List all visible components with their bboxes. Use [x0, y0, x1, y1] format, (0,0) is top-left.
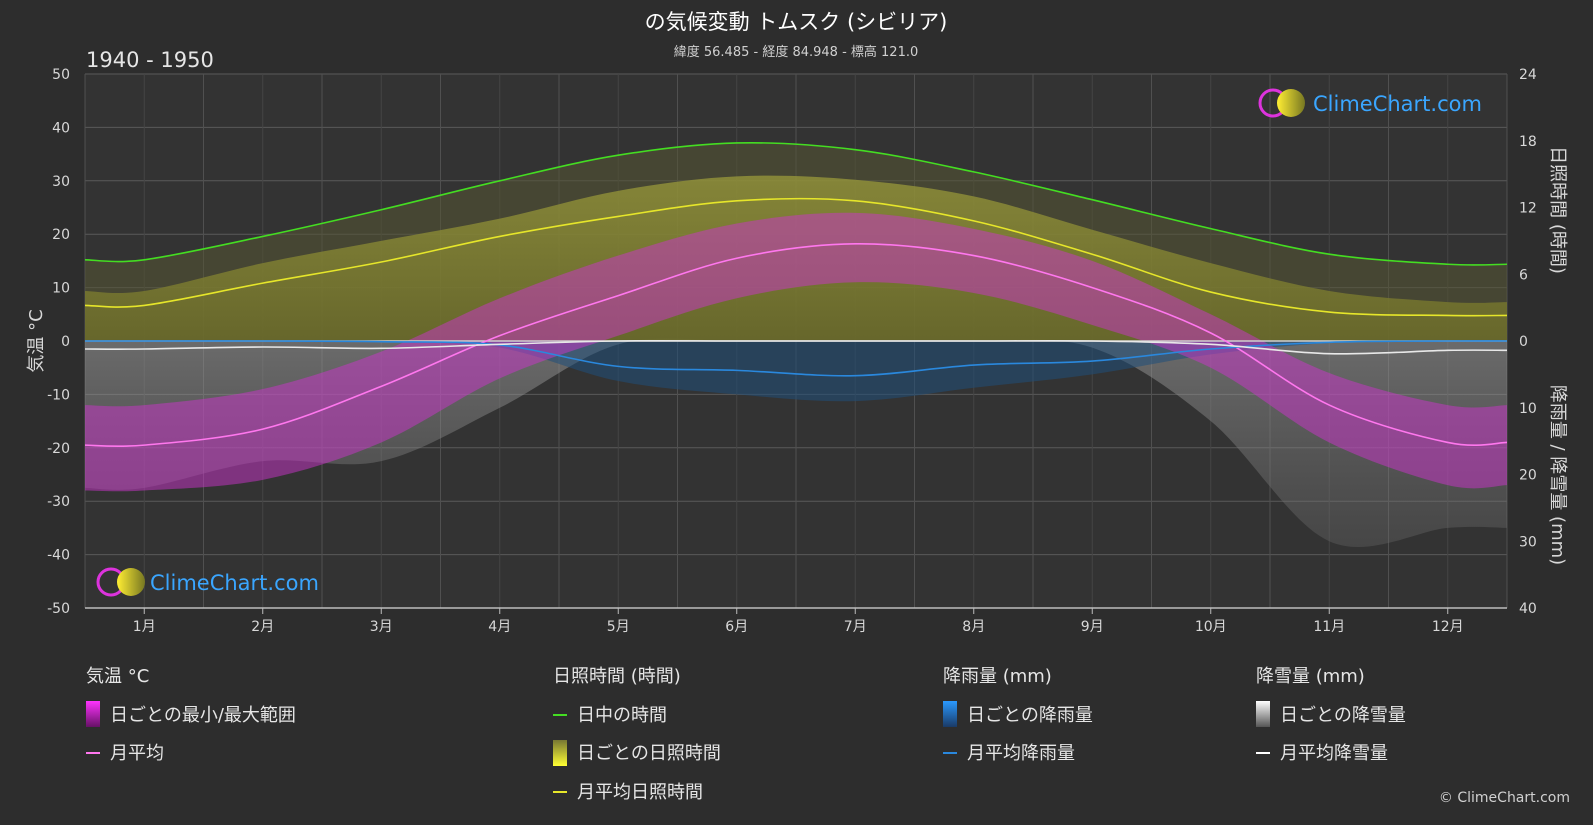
axis-title-sunshine: 日照時間 (時間) [1547, 146, 1568, 274]
tick-label-month: 11月 [1313, 619, 1345, 635]
tick-label-month: 8月 [962, 619, 985, 635]
tick-label-precip: 20 [1519, 468, 1537, 484]
tick-label-month: 10月 [1195, 619, 1227, 635]
snow-avg-line [85, 339, 1507, 355]
legend-heading-temperature: 気温 °C [86, 666, 149, 687]
brand-text-top: ClimeChart.com [1313, 92, 1482, 116]
legend-heading-snow: 降雪量 (mm) [1256, 666, 1365, 687]
temp-avg-line [85, 243, 1507, 448]
tick-label-temp: -30 [47, 494, 70, 510]
legend-heading-rain: 降雨量 (mm) [943, 666, 1052, 687]
tick-label-month: 6月 [725, 619, 748, 635]
sunshine-avg-line [85, 197, 1507, 317]
tick-label-temp: 50 [52, 67, 70, 83]
tick-label-temp: -10 [47, 387, 70, 403]
legend-swatch-temp-range [86, 701, 100, 727]
data-areas [85, 142, 1507, 548]
tick-label-month: 2月 [251, 619, 274, 635]
tick-label-month: 5月 [607, 619, 630, 635]
tick-label-month: 3月 [370, 619, 393, 635]
legend-group-sunshine: 日照時間 (時間) 日中の時間 日ごとの日照時間 月平均日照時間 [553, 666, 721, 803]
tick-label-month: 7月 [844, 619, 867, 635]
axis-title-precipitation: 降雨量 / 降雪量 (mm) [1547, 385, 1568, 565]
tick-label-month: 12月 [1432, 619, 1464, 635]
legend-item-daily-rain: 日ごとの降雨量 [967, 705, 1093, 726]
brand-text-bottom: ClimeChart.com [150, 571, 319, 595]
temp-range-band [85, 212, 1507, 492]
legend-group-snow: 降雪量 (mm) 日ごとの降雪量 月平均降雪量 [1256, 666, 1406, 764]
tick-label-hours: 24 [1519, 67, 1537, 83]
tick-label-precip: 30 [1519, 534, 1537, 550]
tick-label-temp: 30 [52, 174, 70, 190]
chart-title: の気候変動 トムスク (シビリア) [645, 10, 948, 34]
legend-item-rain-avg: 月平均降雨量 [967, 743, 1075, 764]
tick-label-temp: 40 [52, 120, 70, 136]
legend-item-temp-avg: 月平均 [110, 743, 164, 764]
tick-label-temp: 0 [61, 334, 70, 350]
tick-label-hours: 12 [1519, 201, 1537, 217]
tick-label-temp: -40 [47, 548, 70, 564]
tick-label-temp: 20 [52, 227, 70, 243]
axis-title-temperature: 気温 °C [26, 309, 47, 372]
tick-label-hours: 6 [1519, 267, 1528, 283]
logo-sun-icon [1277, 89, 1305, 117]
legend-item-temp-range: 日ごとの最小/最大範囲 [110, 705, 296, 726]
legend-swatch-daily-sunshine [553, 740, 567, 766]
tick-label-temp: -50 [47, 601, 70, 617]
chart-subtitle: 緯度 56.485 - 経度 84.948 - 標高 121.0 [674, 44, 919, 60]
brand-logo-bottom: ClimeChart.com [96, 567, 319, 597]
legend-group-temperature: 気温 °C 日ごとの最小/最大範囲 月平均 [86, 666, 296, 764]
tick-label-temp: 10 [52, 281, 70, 297]
data-lines [85, 142, 1507, 448]
tick-label-precip: 10 [1519, 401, 1537, 417]
legend: 気温 °C 日ごとの最小/最大範囲 月平均 日照時間 (時間) 日中の時間 日ご… [86, 666, 1406, 803]
legend-item-sunshine-avg: 月平均日照時間 [577, 782, 703, 803]
tick-label-month: 1月 [133, 619, 156, 635]
legend-item-daylight: 日中の時間 [577, 705, 667, 726]
brand-logo-top: ClimeChart.com [1258, 88, 1482, 118]
tick-label-hours: 0 [1519, 334, 1528, 350]
daylight-line [85, 142, 1507, 266]
rain-avg-line [85, 340, 1507, 377]
copyright: © ClimeChart.com [1439, 790, 1570, 806]
legend-item-snow-avg: 月平均降雪量 [1280, 743, 1388, 764]
tick-label-hours: 18 [1519, 134, 1537, 150]
period-label: 1940 - 1950 [86, 48, 214, 72]
legend-swatch-daily-rain [943, 701, 957, 727]
logo-sun-icon [117, 568, 145, 596]
legend-swatch-daily-snow [1256, 701, 1270, 727]
tick-label-month: 4月 [488, 619, 511, 635]
legend-group-rain: 降雨量 (mm) 日ごとの降雨量 月平均降雨量 [943, 666, 1093, 764]
axes: 50 40 30 20 10 0 -10 -20 -30 -40 -50 24 18 12 6 0 10 20 30… [47, 67, 1537, 635]
tick-label-precip: 40 [1519, 601, 1537, 617]
legend-heading-sunshine: 日照時間 (時間) [553, 666, 681, 687]
tick-label-month: 9月 [1081, 619, 1104, 635]
legend-item-daily-snow: 日ごとの降雪量 [1280, 705, 1406, 726]
tick-label-temp: -20 [47, 441, 70, 457]
legend-item-daily-sunshine: 日ごとの日照時間 [577, 743, 721, 764]
